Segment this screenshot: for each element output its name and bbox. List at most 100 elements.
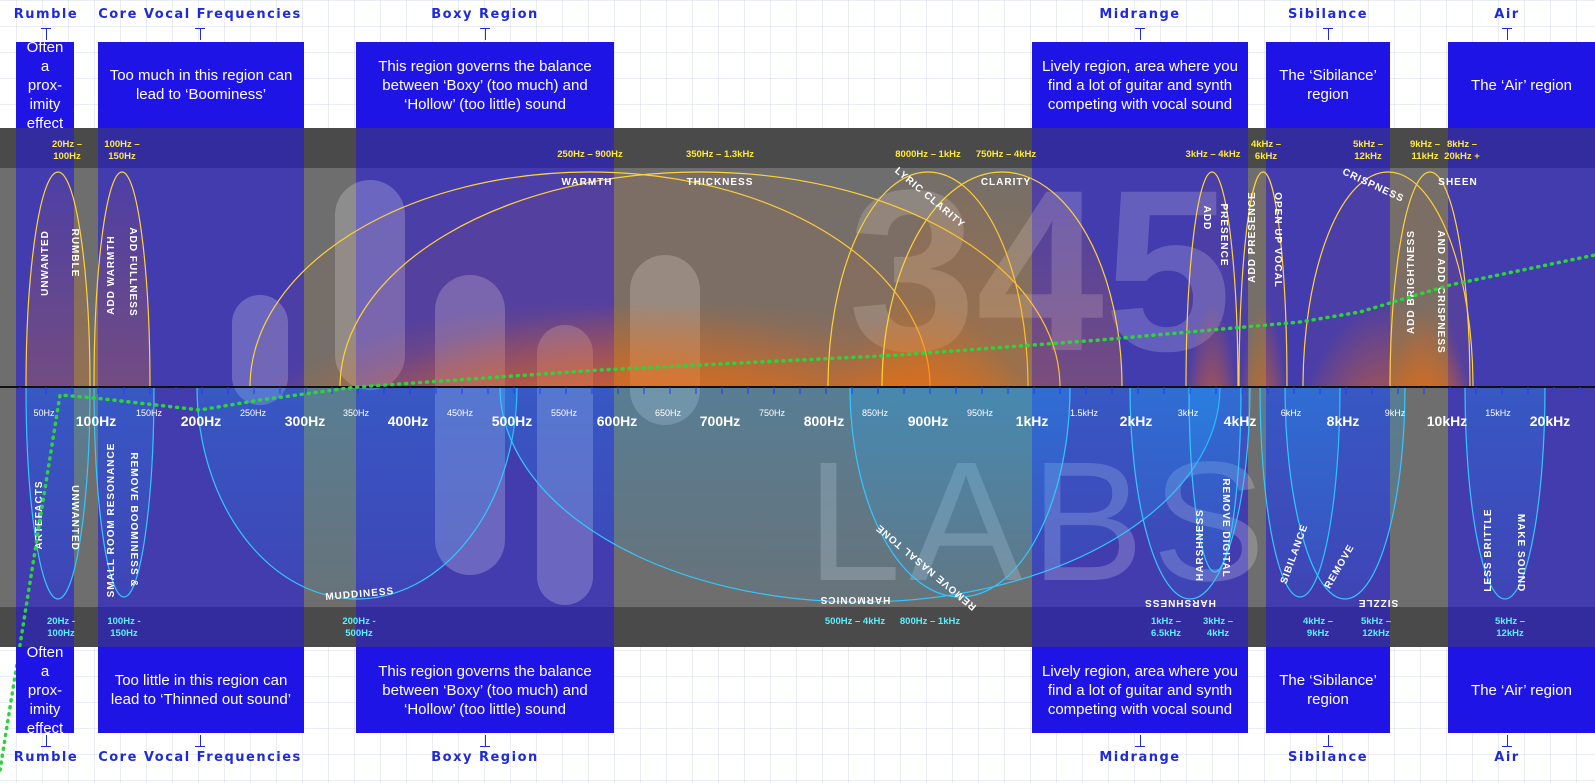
- region-label-tick-bar: [41, 746, 51, 747]
- cut-label: UNWANTED: [69, 485, 80, 551]
- region-label-sibilance: Sibilance: [1287, 7, 1369, 22]
- region-note-line: between ‘Boxy’ (too much) and: [382, 681, 588, 699]
- axis-major-label: 800Hz: [804, 413, 844, 429]
- region-note-midrange: Lively region, area where you find a lot …: [1032, 42, 1248, 128]
- region-label-core: Core Vocal Frequencies: [98, 750, 302, 765]
- upper-range-label: 100Hz –: [104, 139, 139, 150]
- upper-range-label: 750Hz – 4kHz: [976, 149, 1036, 160]
- lower-range-label: 500Hz – 4kHz: [825, 616, 885, 627]
- region-note-line: Too much in this region can: [109, 67, 293, 84]
- region-label-tick: [485, 28, 486, 40]
- region-label-tick-bar: [1502, 746, 1512, 747]
- region-label-core: Core Vocal Frequencies: [98, 7, 302, 22]
- axis-minor-label: 1.5kHz: [1070, 408, 1099, 418]
- region-note-text: This region governs the balance between ‘…: [378, 662, 591, 719]
- axis-minor-label: 3kHz: [1178, 408, 1199, 418]
- axis-major-label: 200Hz: [181, 413, 221, 429]
- region-note-line: lead to ‘Boominess’: [135, 86, 267, 103]
- region-label-midrange: Midrange: [1099, 7, 1181, 22]
- axis-major-label: 700Hz: [700, 413, 740, 429]
- cut-label: SIZZLE: [1358, 597, 1398, 608]
- region-note-text: Often a prox-imity effect: [22, 38, 68, 133]
- axis-minor-label: 950Hz: [967, 408, 994, 418]
- lower-range-label: 12kHz: [1496, 628, 1524, 639]
- upper-range-label: 9kHz –: [1410, 139, 1440, 150]
- boost-label: THICKNESS: [687, 177, 754, 188]
- region-label-tick: [1328, 735, 1329, 747]
- region-label-boxy: Boxy Region: [431, 7, 539, 22]
- upper-range-label: 350Hz – 1.3kHz: [686, 149, 754, 160]
- boost-curve: [1185, 171, 1239, 387]
- upper-range-label: 20kHz +: [1444, 151, 1480, 162]
- region-note-line: ‘Hollow’ (too little) sound: [403, 95, 566, 113]
- region-note-line: Lively region, area where you: [1042, 57, 1238, 75]
- region-label-tick: [1507, 735, 1508, 747]
- region-note-text: Often a prox-imity effect: [22, 643, 68, 738]
- cut-label: HARMONICS: [820, 594, 891, 605]
- cut-label: HARSHNESS: [1144, 597, 1216, 608]
- region-note-text: Lively region, area where you find a lot …: [1042, 662, 1238, 719]
- cut-label: MAKE SOUND: [1515, 514, 1526, 592]
- boost-label: ADD: [1201, 206, 1212, 231]
- region-label-tick: [200, 735, 201, 747]
- region-note-sibilance: The ‘Sibilance’ region: [1266, 647, 1390, 733]
- axis-minor-label: 15kHz: [1485, 408, 1511, 418]
- boost-curve: [881, 171, 1123, 387]
- lower-range-label: 5kHz –: [1495, 616, 1525, 627]
- lower-range-label: 4kHz –: [1303, 616, 1333, 627]
- boost-label: SHEEN: [1438, 177, 1477, 188]
- cut-curve: [25, 387, 91, 600]
- region-note-rumble: Often a prox-imity effect: [16, 644, 74, 737]
- region-label-tick: [485, 735, 486, 747]
- cut-curve: [1188, 387, 1242, 573]
- axis-minor-label: 9kHz: [1385, 408, 1406, 418]
- upper-range-label: 100Hz: [53, 151, 81, 162]
- region-label-tick: [46, 735, 47, 747]
- region-note-line: a prox-: [27, 57, 63, 94]
- region-label-tick-bar: [1135, 746, 1145, 747]
- region-note-line: This region governs the balance: [378, 662, 592, 680]
- lower-range-label: 150Hz: [110, 628, 138, 639]
- boost-curve: [25, 171, 91, 387]
- axis-major-label: 400Hz: [388, 413, 428, 429]
- region-note-air: The ‘Air’ region: [1448, 42, 1595, 128]
- region-note-line: Lively region, area where you: [1042, 662, 1238, 680]
- region-label-rumble: Rumble: [13, 750, 79, 765]
- lower-range-label: 100Hz -: [107, 616, 140, 627]
- region-label-sibilance: Sibilance: [1287, 750, 1369, 765]
- region-note-line: Often: [26, 643, 64, 661]
- region-label-tick-bar: [480, 28, 490, 29]
- region-label-tick: [1507, 28, 1508, 40]
- upper-range-label: 20Hz –: [52, 139, 82, 150]
- region-label-tick: [1140, 735, 1141, 747]
- region-note-line: This region governs the balance: [378, 57, 592, 75]
- boost-curve: [93, 171, 151, 387]
- cut-label: REMOVE DIGITAL: [1220, 478, 1231, 577]
- boost-label: ADD WARMTH: [106, 235, 117, 314]
- region-label-tick: [200, 28, 201, 40]
- lower-range-label: 4kHz: [1207, 628, 1229, 639]
- lower-range-label: 1kHz –: [1151, 616, 1181, 627]
- boost-label: ADD FULLNESS: [127, 227, 138, 316]
- axis-minor-label: 50Hz: [33, 408, 55, 418]
- region-note-rumble: Often a prox-imity effect: [16, 39, 74, 132]
- lower-range-label: 200Hz -: [342, 616, 375, 627]
- vocal-eq-curve: [0, 253, 1595, 772]
- region-note-text: The ‘Sibilance’ region: [1279, 671, 1377, 709]
- region-note-line: find a lot of guitar and synth: [1047, 76, 1233, 94]
- region-label-air: Air: [1494, 7, 1520, 22]
- boost-label: ADD BRIGHTNESS: [1406, 230, 1417, 334]
- lower-range-label: 20Hz -: [47, 616, 75, 627]
- axis-minor-label: 6kHz: [1281, 408, 1302, 418]
- region-note-boxy: This region governs the balance between ‘…: [356, 647, 614, 733]
- cut-curve: [849, 387, 1071, 598]
- region-label-midrange: Midrange: [1099, 750, 1181, 765]
- region-note-line: lead to ‘Thinned out sound’: [110, 691, 292, 708]
- region-note-line: region: [1307, 86, 1349, 103]
- axis-major-label: 100Hz: [76, 413, 116, 429]
- region-note-line: The ‘Air’ region: [1471, 681, 1572, 699]
- region-note-midrange: Lively region, area where you find a lot …: [1032, 647, 1248, 733]
- cut-curve: [196, 387, 518, 600]
- boost-label: AND ADD CRISPNESS: [1435, 230, 1446, 353]
- cut-curve: [1284, 387, 1406, 600]
